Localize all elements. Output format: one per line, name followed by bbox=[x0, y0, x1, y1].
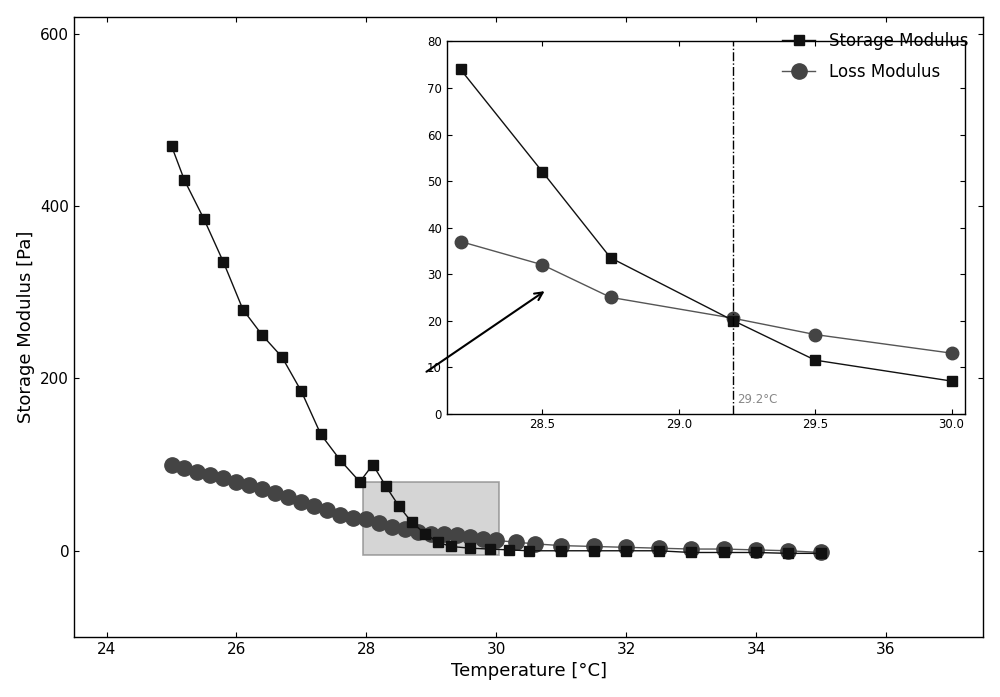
Storage Modulus bbox=[295, 388, 307, 396]
Legend: Storage Modulus, Loss Modulus: Storage Modulus, Loss Modulus bbox=[775, 25, 975, 88]
Loss Modulus bbox=[588, 542, 600, 551]
Loss Modulus bbox=[438, 529, 450, 537]
Storage Modulus bbox=[419, 529, 431, 537]
Loss Modulus bbox=[477, 535, 489, 543]
Loss Modulus bbox=[230, 477, 242, 486]
Loss Modulus bbox=[490, 536, 502, 544]
Storage Modulus bbox=[334, 456, 346, 464]
Storage Modulus bbox=[256, 331, 268, 339]
Storage Modulus bbox=[432, 538, 444, 546]
Loss Modulus bbox=[178, 464, 190, 473]
Loss Modulus bbox=[269, 489, 281, 497]
Loss Modulus bbox=[347, 514, 359, 522]
Loss Modulus bbox=[204, 470, 216, 479]
Bar bbox=[363, 482, 499, 555]
Loss Modulus bbox=[217, 474, 229, 482]
Line: Loss Modulus: Loss Modulus bbox=[164, 457, 829, 560]
Storage Modulus bbox=[217, 258, 229, 266]
Loss Modulus bbox=[412, 528, 424, 536]
Loss Modulus bbox=[815, 549, 827, 557]
Loss Modulus bbox=[373, 519, 385, 528]
Storage Modulus bbox=[367, 461, 379, 469]
Loss Modulus bbox=[166, 461, 178, 469]
Storage Modulus bbox=[750, 549, 762, 557]
Loss Modulus bbox=[295, 498, 307, 506]
Storage Modulus bbox=[445, 542, 457, 551]
Storage Modulus bbox=[315, 430, 327, 438]
Loss Modulus bbox=[718, 545, 730, 553]
Storage Modulus bbox=[406, 518, 418, 526]
Loss Modulus bbox=[620, 543, 632, 551]
Loss Modulus bbox=[386, 523, 398, 531]
Loss Modulus bbox=[256, 484, 268, 493]
Loss Modulus bbox=[308, 502, 320, 510]
Storage Modulus bbox=[464, 544, 476, 552]
Loss Modulus bbox=[451, 531, 463, 539]
Storage Modulus bbox=[484, 545, 496, 553]
Loss Modulus bbox=[529, 539, 541, 548]
Storage Modulus bbox=[815, 549, 827, 558]
Storage Modulus bbox=[555, 546, 567, 555]
Loss Modulus bbox=[321, 506, 333, 514]
Loss Modulus bbox=[464, 533, 476, 541]
Line: Storage Modulus: Storage Modulus bbox=[167, 141, 826, 558]
Storage Modulus bbox=[178, 176, 190, 185]
Storage Modulus bbox=[588, 546, 600, 555]
Loss Modulus bbox=[653, 544, 665, 552]
Loss Modulus bbox=[399, 525, 411, 533]
Storage Modulus bbox=[354, 477, 366, 486]
Loss Modulus bbox=[425, 529, 437, 537]
Loss Modulus bbox=[243, 481, 255, 489]
Storage Modulus bbox=[503, 546, 515, 554]
Loss Modulus bbox=[191, 467, 203, 475]
Storage Modulus bbox=[393, 502, 405, 510]
Storage Modulus bbox=[782, 549, 794, 558]
Loss Modulus bbox=[510, 538, 522, 546]
Storage Modulus bbox=[198, 215, 210, 223]
Storage Modulus bbox=[620, 546, 632, 555]
Loss Modulus bbox=[782, 546, 794, 555]
Storage Modulus bbox=[718, 549, 730, 557]
Loss Modulus bbox=[750, 546, 762, 554]
Storage Modulus bbox=[237, 305, 249, 314]
Storage Modulus bbox=[276, 353, 288, 361]
Loss Modulus bbox=[685, 545, 697, 553]
Storage Modulus bbox=[523, 546, 535, 555]
Loss Modulus bbox=[555, 542, 567, 550]
Storage Modulus bbox=[166, 141, 178, 150]
Loss Modulus bbox=[360, 514, 372, 523]
Storage Modulus bbox=[653, 546, 665, 555]
Loss Modulus bbox=[282, 493, 294, 502]
Loss Modulus bbox=[334, 510, 346, 519]
Storage Modulus bbox=[685, 549, 697, 557]
Y-axis label: Storage Modulus [Pa]: Storage Modulus [Pa] bbox=[17, 231, 35, 423]
X-axis label: Temperature [°C]: Temperature [°C] bbox=[451, 662, 607, 680]
Storage Modulus bbox=[380, 482, 392, 491]
